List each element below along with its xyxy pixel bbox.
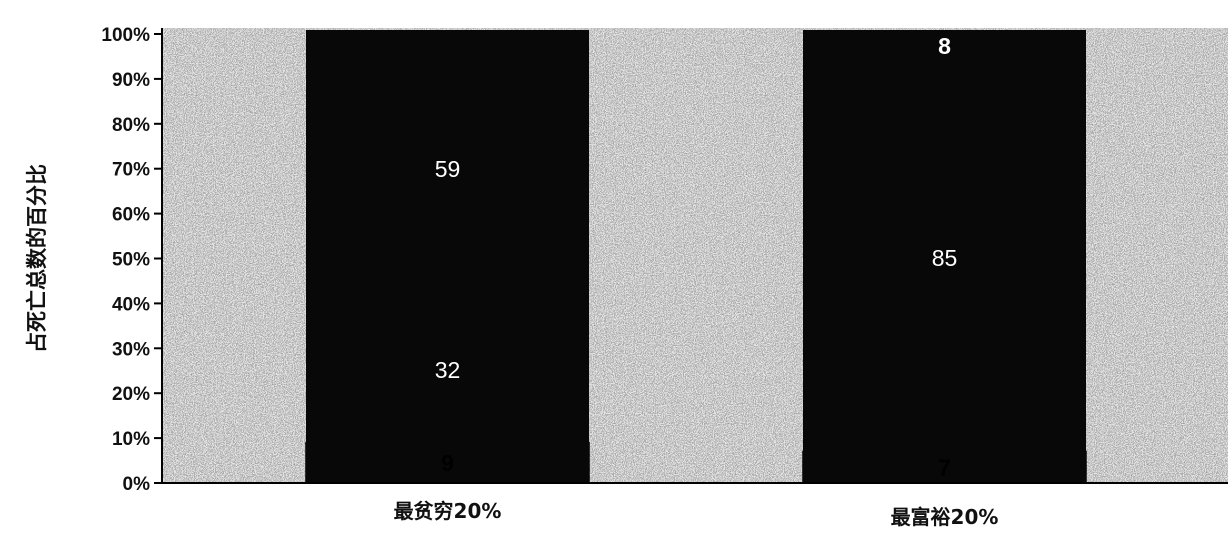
bar-value-label-0-0: 9 [441,450,454,476]
y-tick-label: 0% [123,474,151,495]
y-tick-label: 20% [112,384,150,405]
labels: 9325978580%10%20%30%40%50%60%70%80%90%10… [25,25,998,529]
bar-value-label-1-0: 7 [938,454,951,480]
bar-segment-1-2 [803,30,1086,483]
bar-value-label-0-2: 59 [435,156,461,182]
y-tick-label: 60% [112,205,150,226]
axes [154,28,1228,484]
y-tick-label: 10% [112,429,150,450]
y-axis-title: 占死亡总数的百分比 [25,164,49,353]
bar-value-label-1-1: 85 [932,245,958,271]
bar-segment-0-2 [306,30,589,483]
y-tick-label: 50% [112,250,150,271]
bar-value-label-1-2: 8 [938,33,951,59]
y-tick-label: 70% [112,160,150,181]
bars [305,30,1087,484]
x-tick-label: 最富裕20% [891,505,999,529]
bar-value-label-0-1: 32 [435,357,461,383]
y-tick-label: 80% [112,115,150,136]
y-tick-label: 100% [101,25,150,46]
x-tick-label: 最贫穷20% [394,499,502,523]
y-tick-label: 30% [112,339,150,360]
y-tick-label: 90% [112,70,150,91]
y-tick-label: 40% [112,294,150,315]
